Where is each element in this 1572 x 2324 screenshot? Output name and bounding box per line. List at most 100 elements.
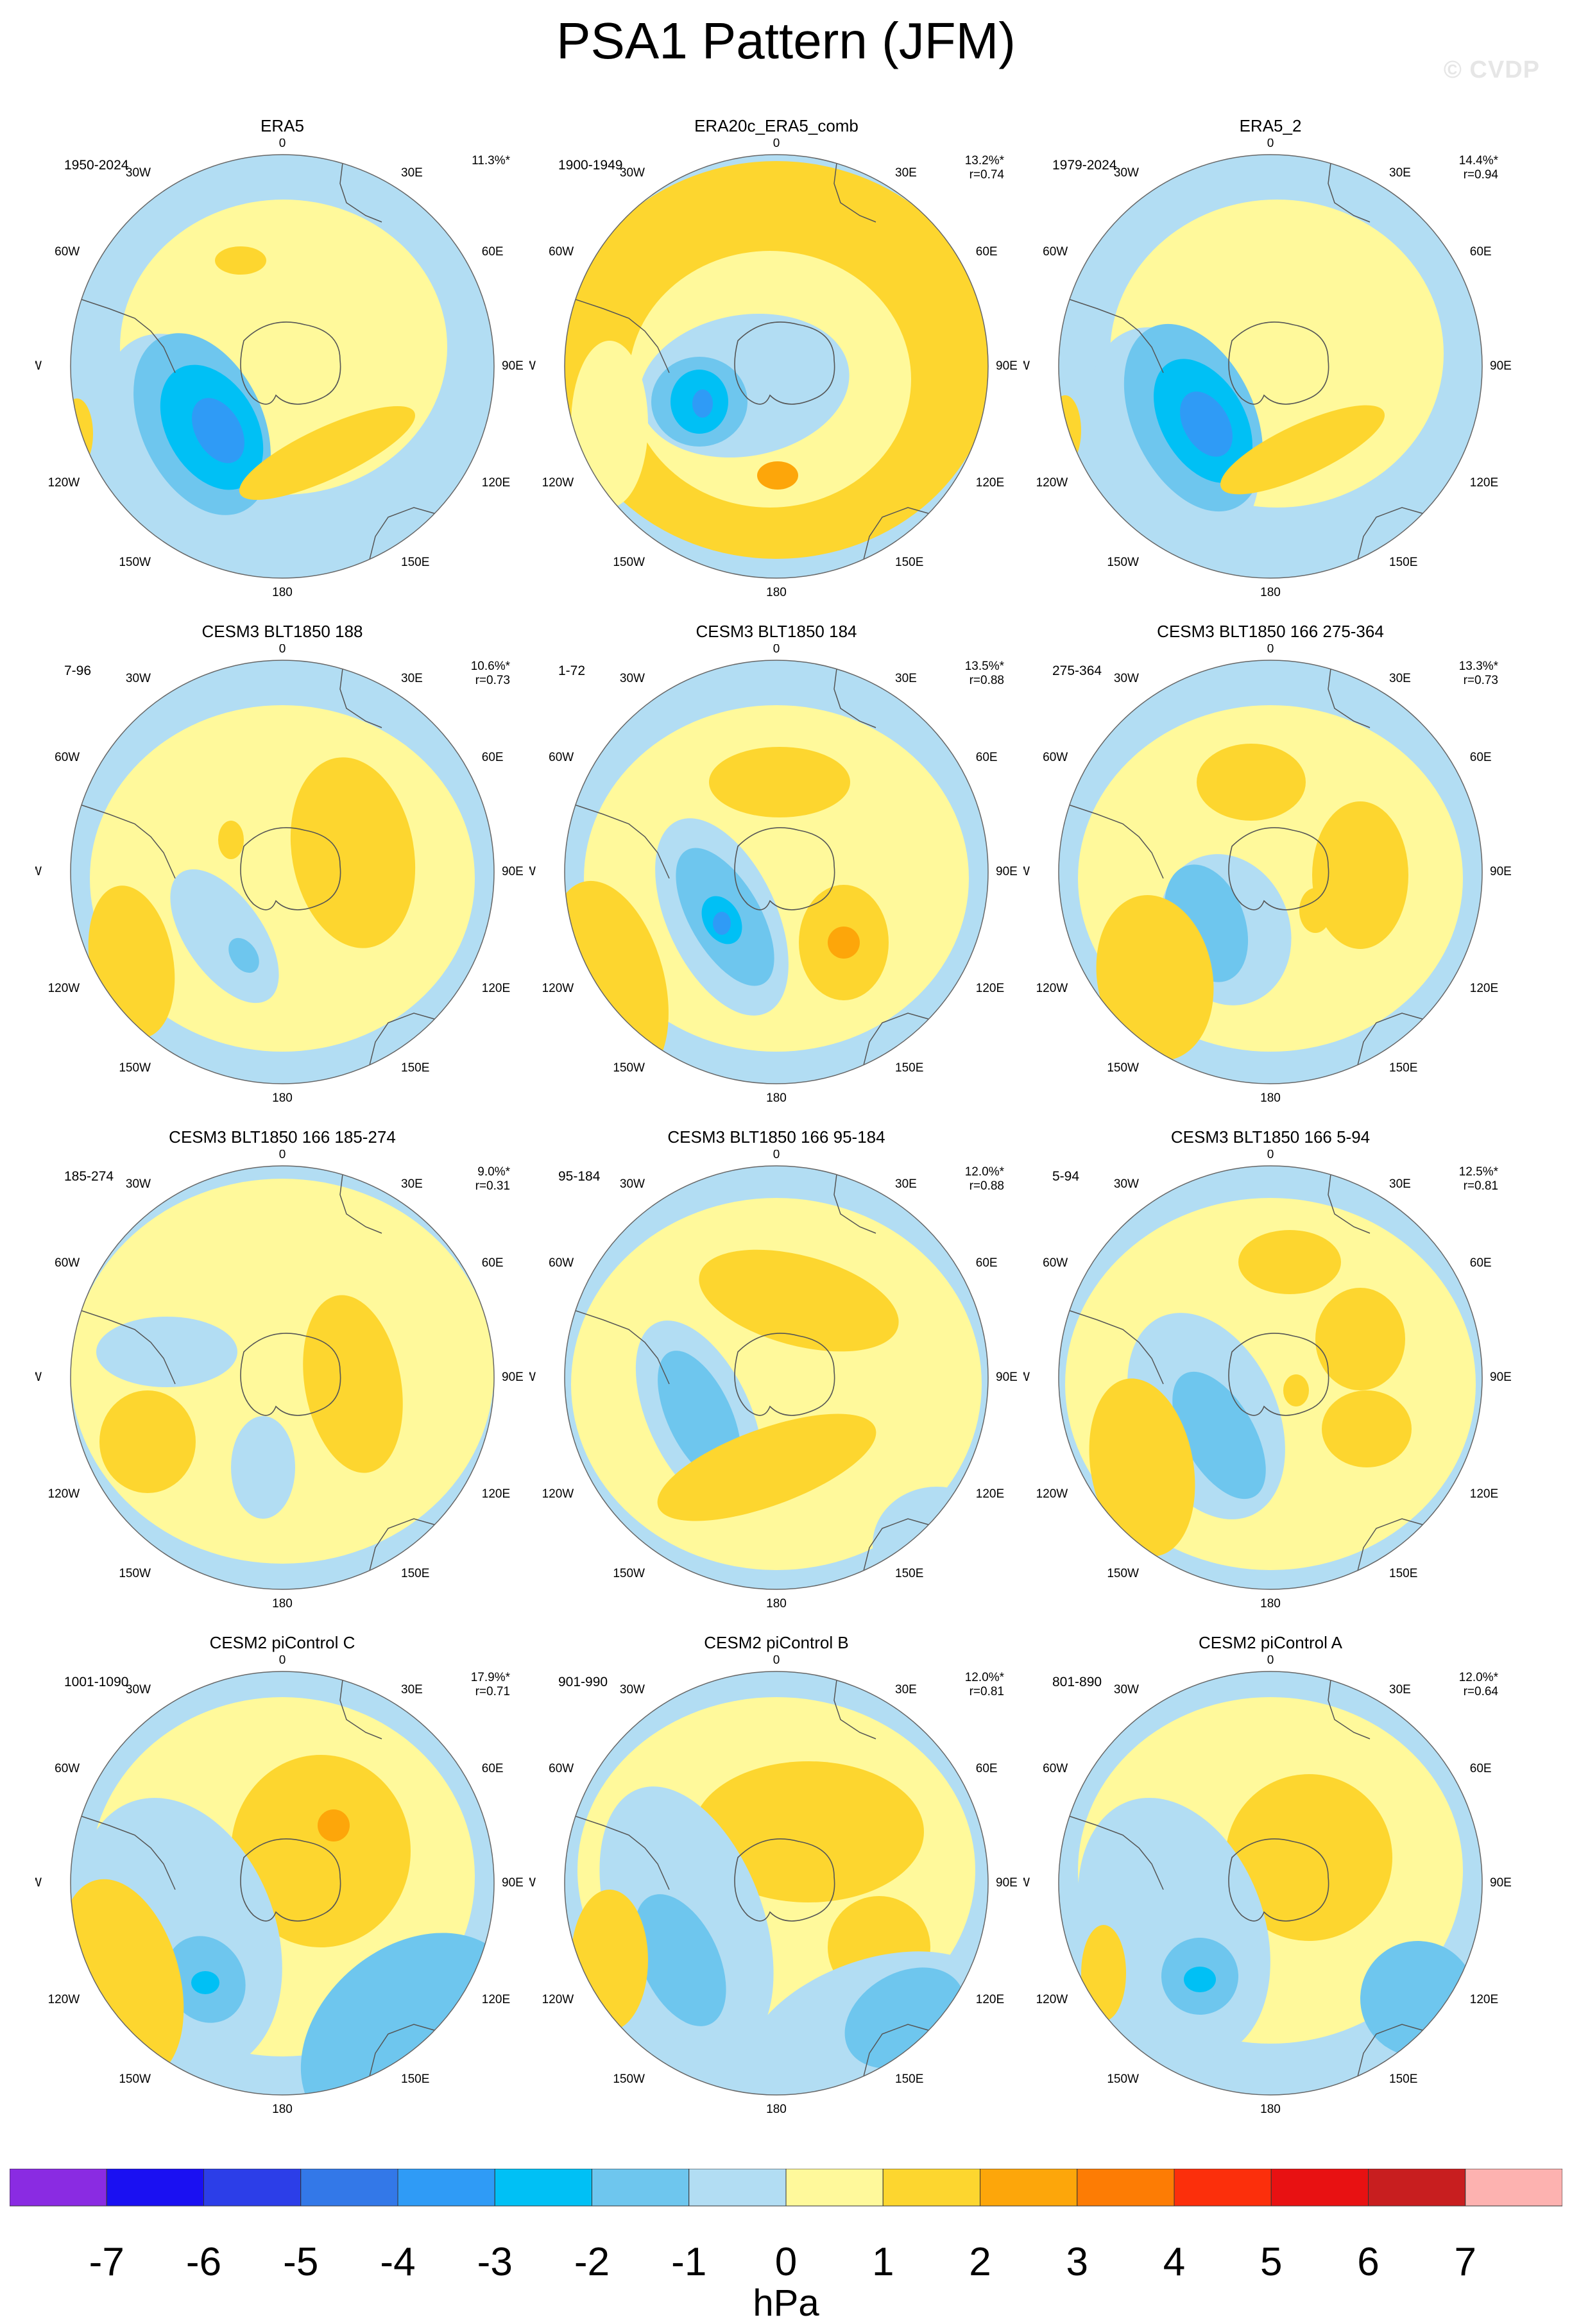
colorbar [10, 2169, 1562, 2207]
longitude-label: 150W [613, 556, 645, 569]
longitude-label: 180 [766, 1091, 787, 1105]
anomaly-contour [693, 1761, 924, 1902]
longitude-label: 90W [529, 865, 536, 878]
africa-coastline [1328, 663, 1371, 728]
pattern-correlation: r=0.73 [475, 674, 510, 687]
longitude-label: 60E [976, 245, 998, 259]
colorbar-bin [882, 2169, 980, 2207]
panel-title: ERA5_2 [1239, 116, 1302, 135]
longitude-label: 150W [613, 1061, 645, 1075]
variance-explained: 12.5%* [1458, 1165, 1498, 1179]
colorbar-tick-label: -7 [89, 2240, 124, 2284]
longitude-label: 30W [126, 672, 151, 685]
antarctica-coastline [240, 1333, 341, 1416]
south-america-coastline [71, 1812, 176, 1890]
colorbar-tick-label: 4 [1163, 2240, 1186, 2284]
colorbar-bin [1270, 2169, 1369, 2207]
longitude-label: 30E [895, 1683, 917, 1696]
antarctica-coastline [734, 1838, 835, 1922]
anomaly-contour [1312, 801, 1408, 949]
map-border [564, 1165, 989, 1590]
longitude-label: 150E [401, 2072, 429, 2086]
figure-title: PSA1 Pattern (JFM) [556, 12, 1016, 69]
longitude-label: 180 [1260, 1091, 1281, 1105]
stats-label: 9.0%* r=0.31 [475, 1165, 510, 1193]
longitude-label: 0 [773, 1150, 780, 1161]
australia-coastline [862, 507, 931, 563]
polar-map: 0 180 90W 90E 30W 60W 30E 60E 120W 150W 120E 150E [35, 644, 524, 1105]
longitude-label: 90W [1023, 1371, 1030, 1384]
longitude-label: 90E [502, 1876, 524, 1890]
longitude-label: 120W [48, 1993, 80, 2006]
period-label: 5-94 [1052, 1169, 1080, 1184]
anomaly-contour [231, 1755, 411, 1947]
period-label: 95-184 [558, 1169, 601, 1184]
colorbar-tick-label: 6 [1357, 2240, 1380, 2284]
longitude-label: 30W [1114, 672, 1139, 685]
longitude-label: 90W [529, 359, 536, 373]
longitude-label: 150E [895, 1567, 923, 1580]
longitude-label: 150E [1389, 1061, 1417, 1075]
longitude-label: 150E [1389, 2072, 1417, 2086]
map-panel: CESM3 BLT1850 166 185-274 0 180 90W 90E 30W 60… [35, 1127, 529, 1627]
map-border [564, 660, 989, 1084]
anomaly-contour [1299, 888, 1331, 933]
map-border [70, 1671, 495, 2096]
longitude-label: 180 [1260, 2103, 1281, 2116]
south-america-coastline [565, 295, 670, 373]
longitude-label: 120W [542, 1487, 574, 1501]
longitude-label: 150E [1389, 556, 1417, 569]
anomaly-contour [191, 1971, 219, 1994]
longitude-label: 90W [1023, 865, 1030, 878]
stats-label: 13.3%* r=0.73 [1459, 660, 1498, 688]
longitude-label: 30E [401, 672, 423, 685]
pattern-correlation: r=0.74 [969, 168, 1004, 182]
longitude-label: 60W [1043, 1762, 1068, 1775]
anomaly-contour [873, 1487, 988, 1589]
longitude-label: 180 [272, 2103, 293, 2116]
longitude-label: 150E [895, 2072, 923, 2086]
colorbar-bin [980, 2169, 1078, 2207]
polar-map: 0 180 90W 90E 30W 60W 30E 60E 120W 150W 120E 150E [1023, 1655, 1512, 2116]
anomaly-contour [1315, 1288, 1405, 1390]
colorbar-bin [785, 2169, 884, 2207]
longitude-label: 150E [895, 1061, 923, 1075]
map-border [1058, 660, 1483, 1084]
pattern-correlation: r=0.71 [475, 1685, 510, 1698]
pattern-correlation: r=0.88 [969, 674, 1004, 687]
antarctica-coastline [1228, 321, 1329, 405]
polar-map: 0 180 90W 90E 30W 60W 30E 60E 120W 150W 120E 150E [35, 1655, 524, 2116]
panel-title: CESM3 BLT1850 188 [201, 622, 363, 641]
longitude-label: 60E [1470, 245, 1492, 259]
longitude-label: 30E [1389, 1177, 1411, 1191]
map-border [70, 660, 495, 1084]
panel-title: CESM2 piControl C [209, 1633, 355, 1652]
map-panel: CESM3 BLT1850 166 95-184 0 180 90W 90E 30W 60W… [529, 1127, 1023, 1627]
polar-map: 0 180 90W 90E 30W 60W 30E 60E 120W 150W 120E 150E [1023, 139, 1512, 599]
anomaly-contour [571, 1890, 648, 2031]
africa-coastline [339, 663, 382, 728]
map-panel: CESM2 piControl C 0 180 90W 90E 30W 60W 30E 60E 1… [35, 1632, 529, 2133]
south-america-coastline [71, 295, 176, 373]
south-america-coastline [565, 1306, 670, 1385]
pattern-correlation: r=0.81 [1463, 1179, 1498, 1193]
anomaly-contour [709, 747, 850, 817]
longitude-label: 60W [549, 1762, 574, 1775]
longitude-label: 180 [766, 2103, 787, 2116]
longitude-label: 0 [773, 644, 780, 656]
period-label: 275-364 [1052, 663, 1102, 678]
longitude-label: 30E [895, 166, 917, 180]
colorbar-bin [1077, 2169, 1175, 2207]
colorbar-bin [106, 2169, 204, 2207]
longitude-label: 90E [996, 359, 1018, 373]
anomaly-contour [1184, 1967, 1216, 1992]
anomaly-contour [757, 461, 798, 490]
colorbar-bin [300, 2169, 398, 2207]
africa-coastline [1328, 1674, 1371, 1739]
map-border [1058, 1671, 1483, 2096]
anomaly-contour [699, 1249, 899, 1352]
longitude-label: 60W [55, 1762, 80, 1775]
longitude-label: 120E [976, 982, 1004, 995]
map-panel: ERA20c_ERA5_comb 0 180 90W 90E 30W 60W 30E 60E 12… [529, 115, 1023, 616]
longitude-label: 30W [620, 166, 645, 180]
